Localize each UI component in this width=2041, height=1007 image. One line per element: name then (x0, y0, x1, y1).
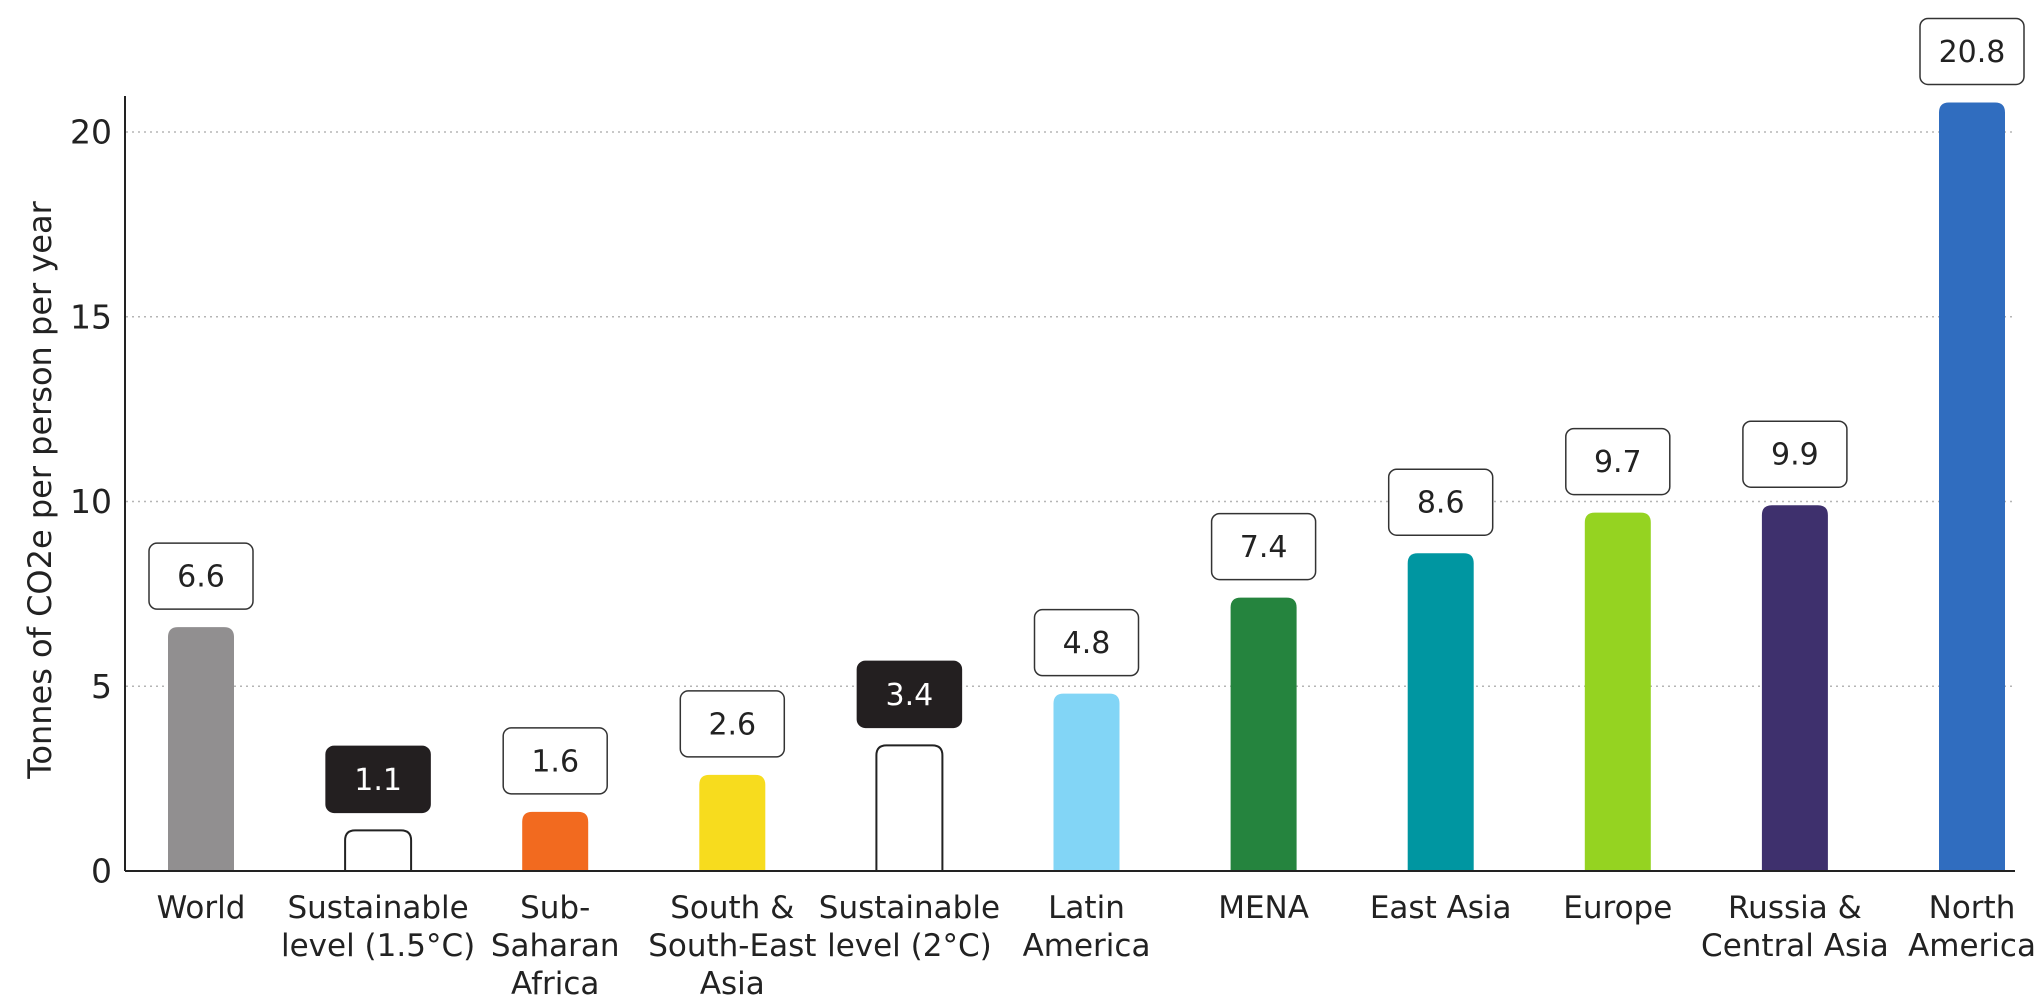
y-tick-label: 15 (70, 297, 112, 336)
category-label: World (157, 890, 246, 926)
value-label: 4.8 (1063, 626, 1111, 661)
bars (168, 102, 2005, 871)
value-label-box (1565, 427, 1671, 496)
value-label: 20.8 (1939, 35, 2006, 70)
category-label: Russia & Central Asia (1701, 890, 1889, 964)
bar (699, 774, 766, 871)
y-axis-label: Tonnes of CO2e per person per year (21, 200, 59, 779)
value-label: 3.4 (886, 678, 934, 713)
bar (1053, 693, 1120, 871)
axes (124, 96, 2015, 872)
bar (1761, 505, 1828, 871)
category-label: North America (1908, 890, 2036, 964)
category-labels: World Sustainable level (1.5°C)Sub-Saharan… (157, 890, 2036, 1002)
y-tick-labels: 0 5 10 15 20 (70, 113, 112, 891)
value-labels: 6.6 1.1 1.6 2.6 3.4 4.8 7.4 8.6 9.7 9.9 20.8 (148, 17, 2025, 814)
y-tick-label: 20 (70, 113, 112, 152)
value-label: 9.9 (1771, 438, 1819, 473)
bar (522, 811, 589, 871)
category-label: MENA (1218, 890, 1309, 926)
bar (1230, 597, 1297, 871)
category-label: Europe (1563, 890, 1672, 926)
value-label: 2.6 (708, 707, 756, 742)
value-label: 7.4 (1240, 530, 1288, 565)
value-label-box (1919, 17, 2025, 86)
category-label: East Asia (1370, 890, 1512, 926)
value-label-box (1742, 420, 1848, 488)
gridlines (126, 131, 2015, 687)
y-tick-label: 5 (91, 667, 112, 706)
value-label-box (325, 745, 431, 814)
value-label: 6.6 (177, 560, 225, 595)
category-label: Sub-Saharan Africa (491, 890, 620, 1002)
category-label: Latin America (1023, 890, 1151, 964)
value-label: 9.7 (1594, 445, 1642, 480)
value-label-box (1387, 468, 1494, 536)
value-label-box (856, 660, 963, 729)
value-label-box (1033, 608, 1140, 677)
value-label: 8.6 (1417, 486, 1465, 521)
category-label: Sustainable level (1.5°C) (281, 890, 475, 964)
value-label-box (148, 542, 254, 610)
bar (875, 744, 944, 871)
bar (344, 829, 413, 871)
category-label: South & South-East Asia (648, 890, 816, 1002)
y-tick-label: 10 (70, 482, 112, 521)
value-label-box (679, 690, 786, 758)
category-label: Sustainable level (2°C) (819, 890, 1000, 964)
bar (1939, 102, 2005, 871)
y-tick-label: 0 (91, 852, 112, 891)
value-label: 1.1 (354, 763, 402, 798)
bar (1407, 553, 1474, 871)
value-label-box (1210, 512, 1317, 581)
value-label: 1.6 (531, 744, 579, 779)
value-label-box (502, 727, 608, 795)
bar (1584, 512, 1651, 871)
bar (168, 627, 234, 871)
